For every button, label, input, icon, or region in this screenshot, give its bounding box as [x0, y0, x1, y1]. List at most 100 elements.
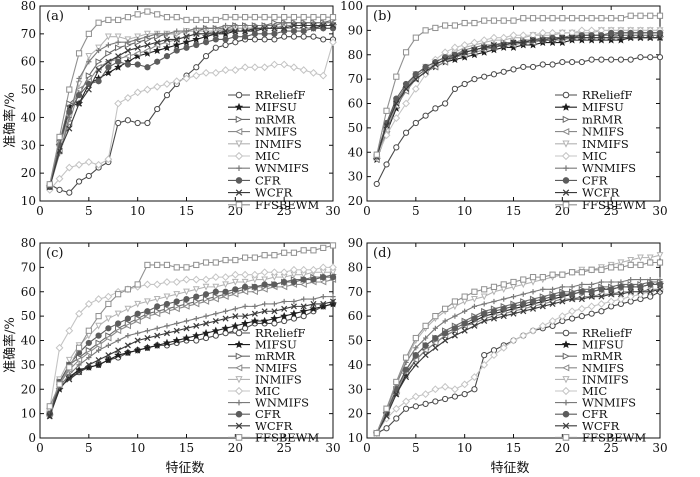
data-point [549, 286, 556, 292]
data-point [461, 19, 468, 27]
data-point [251, 30, 258, 37]
data-point [192, 71, 201, 80]
data-point [300, 303, 307, 310]
data-point [637, 288, 644, 295]
x-tick-label: 20 [555, 441, 570, 455]
data-point [579, 281, 585, 288]
data-point [451, 332, 458, 339]
data-point [183, 16, 190, 24]
data-point [75, 178, 83, 185]
data-point [578, 288, 585, 295]
data-point [291, 298, 297, 305]
data-point [124, 305, 132, 313]
data-point [76, 362, 82, 368]
data-point [133, 317, 141, 325]
data-point [212, 288, 219, 295]
legend-item: WNMIFS [228, 396, 309, 410]
data-point [289, 309, 298, 318]
data-point [193, 322, 200, 329]
data-point [617, 283, 625, 290]
series-wnmifs [47, 20, 336, 190]
data-point [144, 328, 151, 334]
data-point [320, 14, 327, 21]
data-point [450, 385, 459, 394]
data-point [66, 86, 73, 93]
data-point [105, 325, 112, 332]
data-point [104, 155, 113, 164]
data-point [193, 16, 200, 24]
data-point [56, 133, 63, 141]
data-point [242, 283, 249, 290]
data-point [481, 352, 488, 359]
legend-item: MIC [228, 384, 280, 398]
data-point [578, 58, 585, 66]
data-point [104, 315, 112, 323]
data-point [231, 66, 240, 74]
data-point [75, 356, 83, 364]
data-point [202, 334, 210, 342]
data-point [559, 271, 566, 278]
data-point [105, 342, 111, 348]
legend-marker [235, 422, 243, 430]
data-point [261, 36, 268, 43]
data-point [510, 294, 517, 300]
data-point [393, 144, 400, 151]
x-tick-label: 0 [363, 204, 371, 218]
x-tick-label: 0 [36, 204, 44, 218]
data-point [646, 254, 654, 262]
x-tick-label: 10 [457, 204, 472, 218]
data-point [300, 27, 307, 35]
data-point [271, 308, 278, 315]
data-point [383, 122, 390, 129]
data-point [587, 302, 596, 311]
data-point [628, 276, 634, 283]
data-point [647, 281, 654, 288]
series-wcfr [373, 34, 664, 161]
data-point [588, 288, 595, 295]
data-point [271, 25, 278, 32]
data-point [290, 27, 298, 35]
data-point [281, 14, 288, 21]
data-point [134, 337, 141, 344]
data-point [481, 310, 488, 317]
data-point [143, 343, 152, 352]
data-point [104, 334, 112, 342]
data-point [490, 41, 497, 49]
data-point [461, 49, 468, 56]
data-point [647, 276, 653, 283]
data-point [212, 16, 219, 24]
data-point [172, 77, 181, 86]
data-point [569, 284, 575, 290]
data-point [412, 356, 419, 364]
data-point [84, 300, 93, 308]
legend-item: RReliefF [228, 326, 306, 340]
data-point [520, 39, 527, 46]
data-point [280, 311, 289, 320]
data-point [192, 331, 201, 340]
data-point [173, 305, 180, 313]
legend-item: MIFSU [228, 338, 297, 352]
data-point [105, 49, 113, 57]
data-point [450, 43, 459, 52]
data-point [261, 308, 268, 315]
data-point [320, 294, 326, 300]
legend-marker [236, 165, 242, 171]
legend-marker [562, 410, 570, 418]
data-point [432, 61, 439, 68]
data-point [261, 30, 268, 37]
data-point [134, 310, 141, 317]
data-point [173, 36, 180, 43]
data-point [134, 44, 141, 51]
data-point [627, 261, 634, 269]
data-point [193, 293, 200, 300]
data-point [154, 58, 161, 65]
y-tick-label: 50 [348, 334, 363, 348]
data-point [221, 293, 229, 301]
legend: RReliefFMIFSUmRMRNMIFSINMIFSMICWNMIFSCFR… [555, 88, 647, 212]
data-point [451, 393, 458, 400]
data-point [153, 310, 161, 318]
data-point [162, 338, 171, 347]
data-point [251, 283, 258, 290]
